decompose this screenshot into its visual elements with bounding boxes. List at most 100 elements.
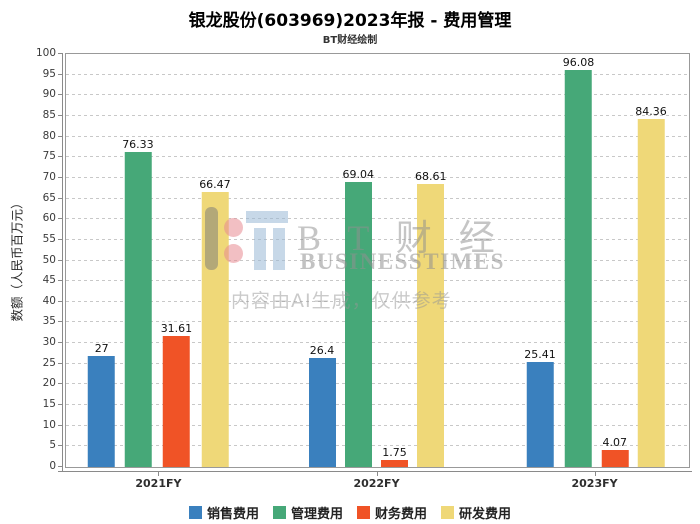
bar [526,362,554,467]
y-tick [58,280,62,282]
y-tick [58,218,62,220]
y-tick [58,362,62,364]
y-tick [58,73,62,75]
bar [565,70,593,467]
legend-label: 研发费用 [459,507,512,522]
y-tick-label: 40 [42,294,56,307]
bar-wrap: 84.36 [635,105,667,467]
legend-item: 研发费用 [441,503,511,522]
grid-line [66,404,689,406]
bar-wrap: 31.61 [161,322,192,467]
bar-value-label: 66.47 [199,178,231,192]
y-tick-label: 30 [42,336,56,349]
grid-line [66,321,689,323]
bar-value-label: 69.04 [342,167,375,181]
y-tick-label: 55 [42,232,56,245]
y-tick-label: 70 [42,170,56,183]
bar [124,151,152,467]
bar [344,181,372,467]
x-tick-label: 2021FY [135,477,182,490]
legend-label: 销售费用 [206,507,259,522]
x-tick [594,471,596,476]
y-tick-label: 80 [42,129,56,142]
bar [381,459,408,467]
legend-swatch [272,506,286,519]
y-tick-label: 85 [42,108,56,121]
bar-value-label: 27 [94,341,109,355]
bar-value-label: 96.08 [562,56,595,70]
grid-line [66,176,689,178]
bar-group: 27 76.33 31.61 66.47 [88,138,231,467]
y-tick-label: 0 [49,460,56,472]
y-tick-label: 65 [42,191,56,204]
grid-line [66,362,689,364]
bar-wrap: 68.61 [415,170,447,467]
bar [417,183,445,467]
legend-item: 销售费用 [188,503,259,522]
bar-value-label: 76.33 [122,137,154,151]
bar [162,336,190,467]
grid-line [66,445,689,447]
bar-wrap: 76.33 [122,138,154,467]
bar [601,450,629,467]
y-tick [58,114,62,116]
plot-area: 27 76.33 31.61 66.47 26.4 69.04 1.75 68.61 25.41… [65,53,690,468]
y-tick [58,424,62,426]
grid-line [66,300,689,302]
legend-item: 管理费用 [272,503,343,522]
y-tick [58,321,62,323]
y-tick [58,53,62,54]
grid-line [66,424,689,426]
y-tick [58,404,62,406]
legend-label: 管理费用 [290,507,343,522]
y-tick-label: 60 [42,212,56,225]
bar-wrap: 4.07 [601,436,629,467]
legend-swatch [188,506,202,519]
y-tick [58,259,62,261]
legend-item: 财务费用 [357,503,427,522]
grid-line [66,383,689,385]
bar-group: 25.41 96.08 4.07 84.36 [524,56,667,467]
y-tick-label: 25 [42,356,56,369]
legend-label: 财务费用 [375,507,428,522]
y-tick-label: 100 [35,47,56,59]
grid-line [66,156,689,158]
y-tick-label: 10 [42,418,56,431]
bar [637,118,665,467]
x-tick [376,471,378,476]
y-tick-label: 5 [49,439,56,452]
y-tick-label: 90 [42,88,56,101]
bar-wrap: 66.47 [199,178,231,467]
grid-line [66,73,689,75]
grid-line [66,238,689,240]
bar [201,192,229,467]
chart-title: 银龙股份(603969)2023年报 - 费用管理 [188,11,512,31]
x-tick-label: 2022FY [353,477,400,490]
y-tick [58,466,62,467]
grid-line [66,218,689,220]
legend-swatch [441,506,455,519]
legend-swatch [357,506,370,519]
y-tick [58,94,62,96]
grid-line [66,114,689,116]
y-tick [58,197,62,199]
y-tick-label: 95 [42,67,56,80]
x-tick-label: 2023FY [571,477,618,490]
x-tick [158,471,160,476]
grid-line [66,135,689,137]
y-tick [58,176,62,178]
chart-legend: 销售费用 管理费用 财务费用 研发费用 [0,503,700,522]
y-tick [58,300,62,302]
grid-line [66,94,689,96]
y-tick [58,135,62,137]
bar-value-label: 4.07 [602,436,628,450]
x-axis-line [58,471,692,472]
bar-wrap: 25.41 [524,348,556,467]
bar-value-label: 25.41 [524,348,556,362]
bar [308,357,336,467]
y-tick-label: 75 [42,150,56,163]
chart-subtitle: BT财经绘制 [322,35,378,46]
y-tick-label: 35 [42,315,56,328]
bar-group: 26.4 69.04 1.75 68.61 [308,167,447,467]
y-tick [58,342,62,344]
